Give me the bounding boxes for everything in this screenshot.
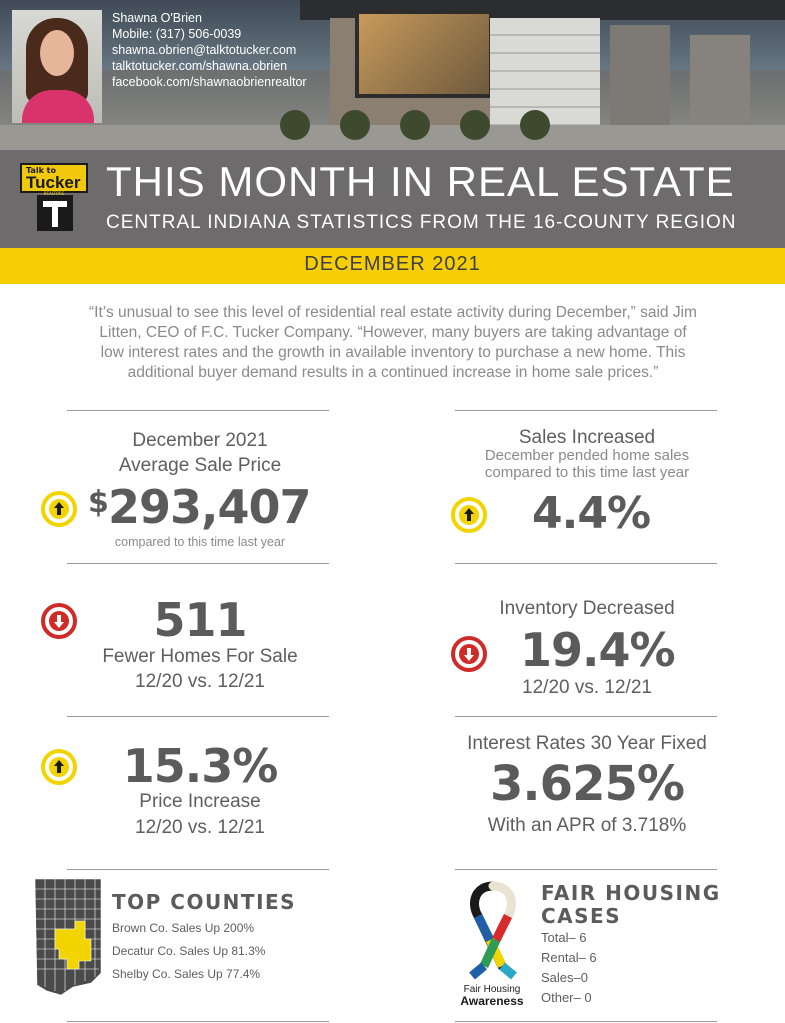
divider xyxy=(455,410,717,411)
down-arrow-icon xyxy=(451,636,487,672)
county-item: Brown Co. Sales Up 200% xyxy=(112,921,255,935)
avg-price-label: December 2021 xyxy=(132,430,268,451)
divider xyxy=(455,563,717,564)
inventory-label: Inventory Decreased xyxy=(499,598,675,619)
homes-value: 511 xyxy=(153,593,247,647)
ribbon-caption2: Awareness xyxy=(460,994,524,1008)
interest-note: With an APR of 3.718% xyxy=(487,815,687,836)
ceo-quote: “It’s unusual to see this level of resid… xyxy=(28,303,758,383)
talk-to-tucker-logo: Talk to Tucker REALTORS xyxy=(20,163,88,231)
logo-line2: Tucker xyxy=(26,173,81,192)
agent-contact: Shawna O'Brien Mobile: (317) 506-0039 sh… xyxy=(112,10,307,90)
quote-line: Litten, CEO of F.C. Tucker Company. “How… xyxy=(99,324,687,341)
sales-value: 4.4% xyxy=(532,488,651,539)
inventory-value: 19.4% xyxy=(520,623,676,677)
interest-label: Interest Rates 30 Year Fixed xyxy=(467,733,707,754)
county-item: Shelby Co. Sales Up 77.4% xyxy=(112,967,261,981)
agent-website[interactable]: talktotucker.com/shawna.obrien xyxy=(112,59,288,73)
divider xyxy=(455,716,717,717)
title-band xyxy=(0,150,785,248)
fair-housing-title: FAIR HOUSING xyxy=(541,881,721,905)
price-increase-period: 12/20 vs. 12/21 xyxy=(135,817,265,838)
homes-period: 12/20 vs. 12/21 xyxy=(135,671,265,692)
down-arrow-icon xyxy=(41,603,77,639)
quote-line: low interest rates and the growth in ava… xyxy=(100,344,686,361)
top-counties-title: TOP COUNTIES xyxy=(112,890,297,914)
page-title: THIS MONTH IN REAL ESTATE xyxy=(106,158,735,205)
avg-price-label2: Average Sale Price xyxy=(118,455,282,476)
avg-price-value: 293,407 xyxy=(108,480,312,534)
fair-housing-list: Total– 6 Rental– 6 Sales–0 Other– 0 xyxy=(541,928,597,1008)
price-increase-label: Price Increase xyxy=(139,791,261,812)
month-label: DECEMBER 2021 xyxy=(304,253,481,275)
avg-price-note: compared to this time last year xyxy=(114,535,286,549)
ribbon-caption1: Fair Housing xyxy=(463,984,521,995)
quote-line: additional buyer demand results in a con… xyxy=(127,364,659,381)
logo-line1: Talk to xyxy=(26,166,56,175)
sales-note2: compared to this time last year xyxy=(484,464,690,481)
case-item: Rental– 6 xyxy=(541,950,597,965)
case-item: Sales–0 xyxy=(541,970,588,985)
agent-name: Shawna O'Brien xyxy=(112,11,202,25)
up-arrow-icon xyxy=(451,497,487,533)
sales-note1: December pended home sales xyxy=(484,447,690,464)
header-house-photo xyxy=(0,0,785,150)
logo-line3: REALTORS xyxy=(43,191,65,196)
month-bar xyxy=(0,248,785,284)
agent-facebook[interactable]: facebook.com/shawnaobrienrealtor xyxy=(112,75,307,89)
agent-photo xyxy=(12,10,102,123)
divider xyxy=(67,869,329,870)
sales-label: Sales Increased xyxy=(518,427,656,448)
price-increase-value: 15.3% xyxy=(122,739,279,793)
divider xyxy=(67,563,329,564)
agent-email[interactable]: shawna.obrien@talktotucker.com xyxy=(112,43,297,57)
case-item: Other– 0 xyxy=(541,990,592,1005)
divider xyxy=(455,869,717,870)
fair-housing-title2: CASES xyxy=(541,904,622,928)
county-item: Decatur Co. Sales Up 81.3% xyxy=(112,944,266,958)
page-subtitle: CENTRAL INDIANA STATISTICS FROM THE 16-C… xyxy=(106,212,737,233)
divider xyxy=(455,1021,717,1022)
up-arrow-icon xyxy=(41,491,77,527)
fair-housing-ribbon-icon xyxy=(456,880,530,984)
quote-line: “It’s unusual to see this level of resid… xyxy=(89,304,697,321)
case-item: Total– 6 xyxy=(541,930,587,945)
indiana-county-map xyxy=(33,877,105,997)
top-counties-list: Brown Co. Sales Up 200% Decatur Co. Sale… xyxy=(112,917,265,986)
divider xyxy=(67,1021,329,1022)
homes-label: Fewer Homes For Sale xyxy=(102,646,298,667)
divider xyxy=(67,410,329,411)
agent-mobile: Mobile: (317) 506-0039 xyxy=(112,27,242,41)
up-arrow-icon xyxy=(41,749,77,785)
interest-value: 3.625% xyxy=(490,756,685,812)
divider xyxy=(67,716,329,717)
inventory-period: 12/20 vs. 12/21 xyxy=(522,677,652,698)
currency-symbol: $ xyxy=(88,485,109,520)
